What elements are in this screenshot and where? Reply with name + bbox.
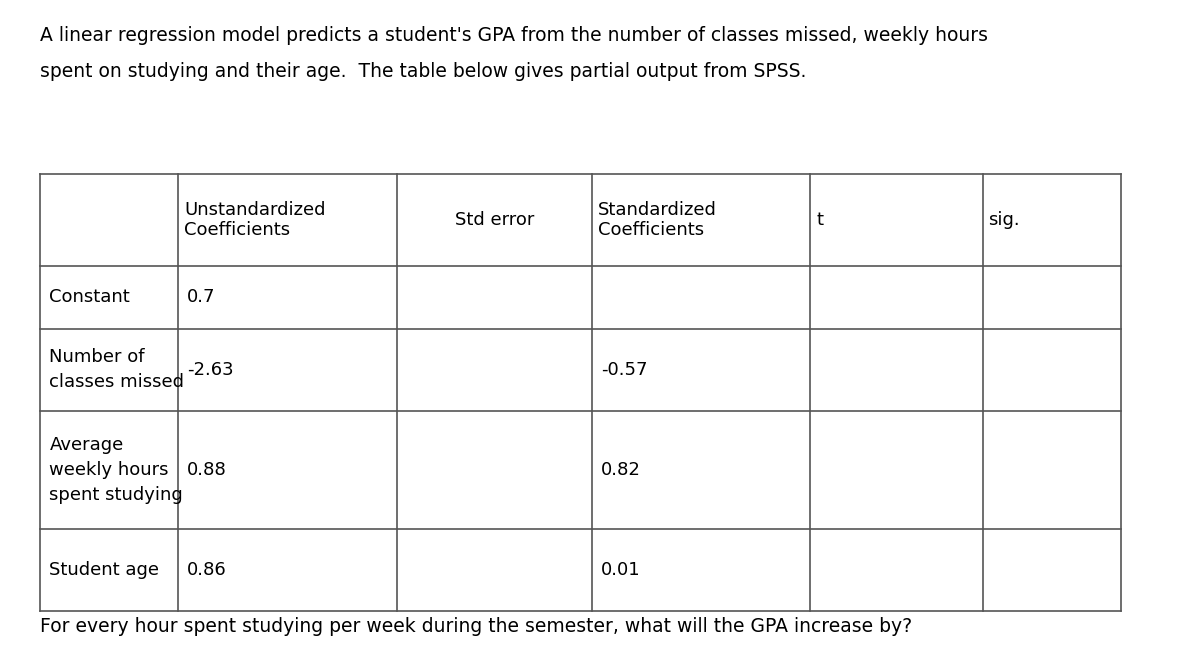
- Text: sig.: sig.: [989, 211, 1020, 229]
- Text: 0.86: 0.86: [187, 561, 227, 579]
- Text: 0.7: 0.7: [187, 288, 216, 306]
- Text: Student age: Student age: [49, 561, 160, 579]
- Text: 0.82: 0.82: [601, 461, 641, 479]
- Text: Standardized
Coefficients: Standardized Coefficients: [598, 200, 716, 240]
- Text: For every hour spent studying per week during the semester, what will the GPA in: For every hour spent studying per week d…: [41, 617, 912, 636]
- Text: A linear regression model predicts a student's GPA from the number of classes mi: A linear regression model predicts a stu…: [41, 26, 989, 45]
- Text: Number of
classes missed: Number of classes missed: [49, 348, 185, 391]
- Text: 0.01: 0.01: [601, 561, 641, 579]
- Text: t: t: [816, 211, 823, 229]
- Text: Average
weekly hours
spent studying: Average weekly hours spent studying: [49, 436, 184, 504]
- Text: Unstandardized
Coefficients: Unstandardized Coefficients: [184, 200, 325, 240]
- Text: 0.88: 0.88: [187, 461, 227, 479]
- Text: -2.63: -2.63: [187, 361, 234, 378]
- Text: Std error: Std error: [455, 211, 534, 229]
- Text: spent on studying and their age.  The table below gives partial output from SPSS: spent on studying and their age. The tab…: [41, 62, 806, 81]
- Text: -0.57: -0.57: [601, 361, 648, 378]
- Text: Constant: Constant: [49, 288, 130, 306]
